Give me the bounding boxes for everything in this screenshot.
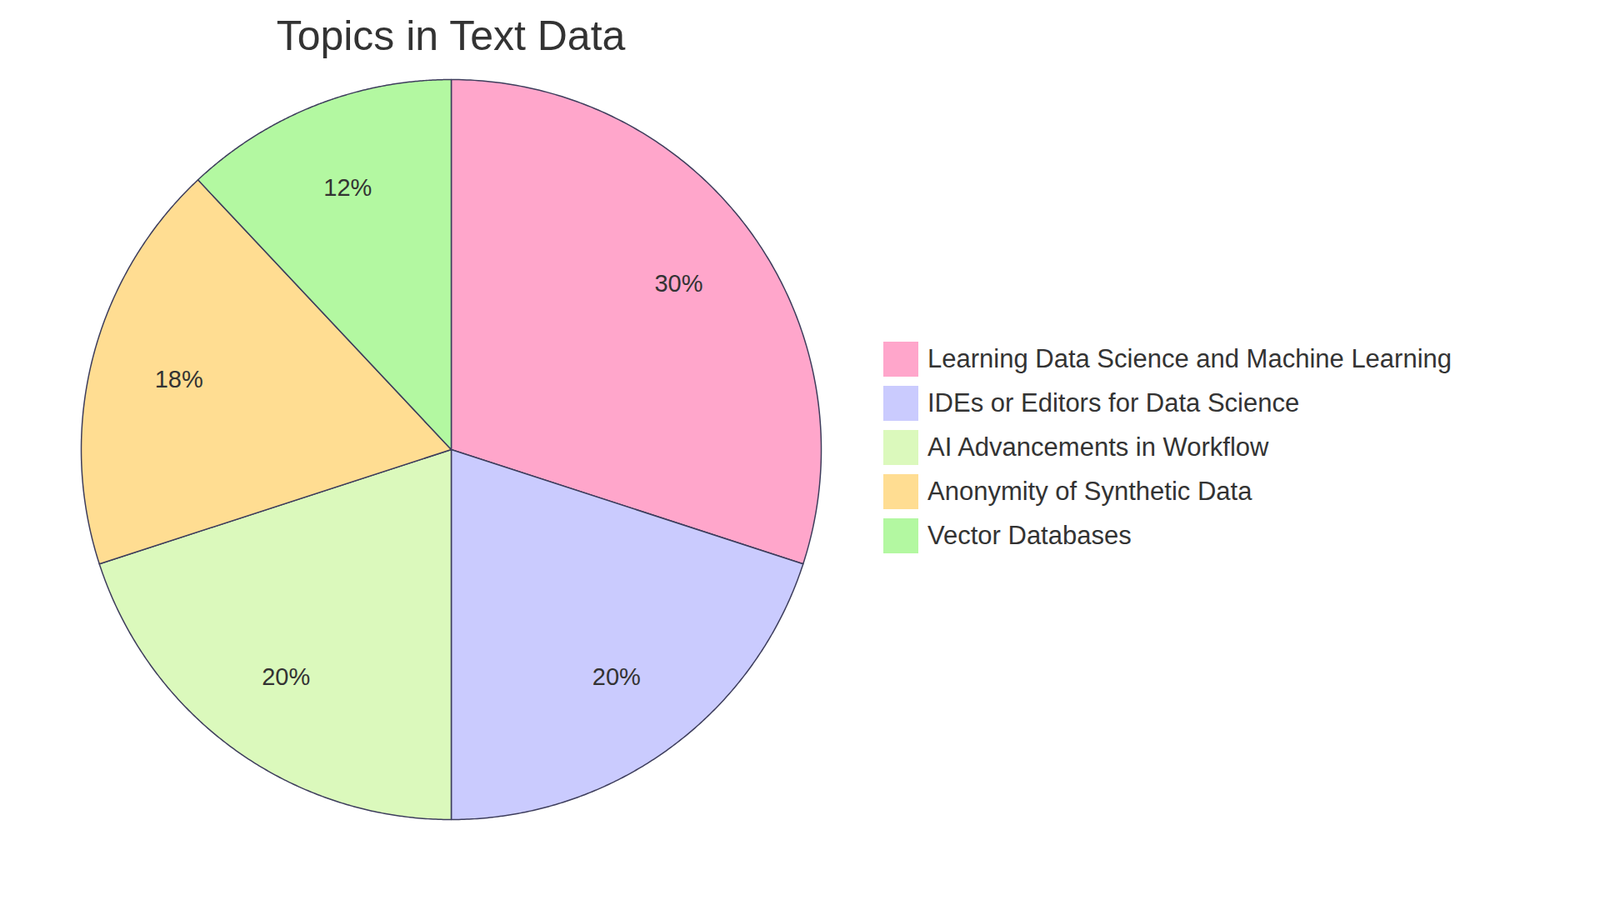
svg-text:20%: 20%: [592, 663, 641, 690]
svg-text:30%: 30%: [654, 270, 703, 297]
html-text:Vector Databases: Vector Databases: [927, 520, 1132, 550]
html-text:Anonymity of Synthetic Data: Anonymity of Synthetic Data: [927, 476, 1252, 506]
html-text:Topics in Text Data: Topics in Text Data: [276, 12, 626, 60]
html-text:IDEs or Editors for Data Scien: IDEs or Editors for Data Science: [927, 387, 1300, 418]
svg-text:18%: 18%: [155, 365, 204, 393]
html-text:AI Advancements in Workflow: AI Advancements in Workflow: [927, 432, 1269, 462]
html-text:Learning Data Science and Mach: Learning Data Science and Machine Learni…: [927, 343, 1452, 373]
svg-text:20%: 20%: [261, 663, 310, 690]
svg-text:12%: 12%: [323, 174, 372, 201]
